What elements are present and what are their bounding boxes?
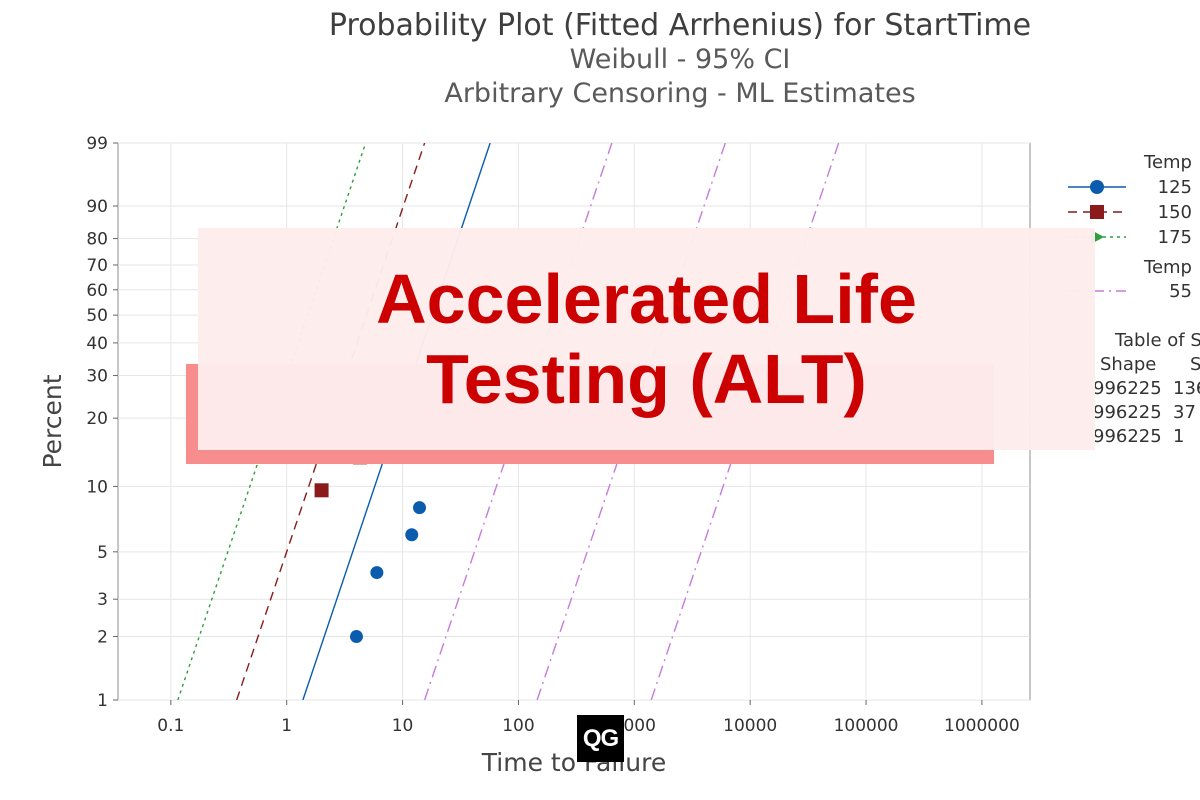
- legend-label-55: 55: [1169, 281, 1192, 302]
- y-tick-label: 50: [86, 306, 108, 326]
- legend-label-150: 150: [1158, 202, 1192, 223]
- y-tick-label: 40: [86, 334, 108, 354]
- legend-label-175: 175: [1158, 227, 1192, 248]
- stats-table-title: Table of S: [1114, 330, 1200, 351]
- y-tick-label: 3: [97, 590, 108, 610]
- legend-heading: Temp: [1143, 152, 1192, 173]
- x-tick-label: 1000000: [944, 716, 1020, 736]
- data-point-125: [405, 528, 419, 542]
- x-axis-title: Time to Failure: [481, 748, 666, 777]
- banner: Accelerated Life Testing (ALT): [198, 228, 1095, 450]
- data-point-150: [314, 483, 329, 498]
- x-tick-label: 10000: [723, 716, 777, 736]
- stats-table-cell: 1: [1173, 426, 1184, 447]
- stats-table-cell: 136: [1173, 378, 1200, 399]
- y-tick-label: 60: [86, 281, 108, 301]
- y-tick-label: 5: [97, 543, 108, 563]
- stats-table-cell: 37: [1173, 402, 1196, 423]
- chart-title: Probability Plot (Fitted Arrhenius) for …: [328, 8, 1032, 43]
- legend-marker-150: [1090, 205, 1104, 219]
- x-tick-label: 0.1: [157, 716, 184, 736]
- banner-text: Accelerated Life Testing (ALT): [376, 260, 917, 418]
- stats-table-cell: 996225: [1093, 426, 1162, 447]
- stats-table-cell: 996225: [1093, 378, 1162, 399]
- y-tick-label: 99: [86, 134, 108, 154]
- logo: QG: [577, 715, 624, 762]
- x-tick-label: 1: [281, 716, 292, 736]
- y-tick-label: 2: [97, 628, 108, 648]
- data-point-125: [349, 630, 363, 644]
- legend-label-125: 125: [1158, 177, 1192, 198]
- y-axis-title: Percent: [38, 374, 67, 468]
- stats-table-column: Shape: [1100, 354, 1156, 375]
- y-tick-label: 70: [86, 256, 108, 276]
- legend-marker-125: [1090, 180, 1104, 194]
- y-tick-label: 90: [86, 197, 108, 217]
- y-tick-label: 20: [86, 409, 108, 429]
- x-tick-label: 100: [502, 716, 534, 736]
- stats-table-column: S: [1190, 354, 1200, 375]
- legend-heading: Temp: [1143, 257, 1192, 278]
- stats-table-cell: 996225: [1093, 402, 1162, 423]
- y-tick-label: 30: [86, 367, 108, 387]
- y-tick-label: 1: [97, 691, 108, 711]
- chart-subtitle-distribution: Weibull - 95% CI: [569, 44, 791, 75]
- y-tick-label: 80: [86, 230, 108, 250]
- x-tick-label: 100000: [834, 716, 899, 736]
- y-tick-label: 10: [86, 477, 108, 497]
- chart-subtitle-method: Arbitrary Censoring - ML Estimates: [444, 78, 916, 109]
- data-point-125: [370, 566, 384, 580]
- data-point-125: [413, 501, 427, 515]
- x-tick-label: 10: [392, 716, 414, 736]
